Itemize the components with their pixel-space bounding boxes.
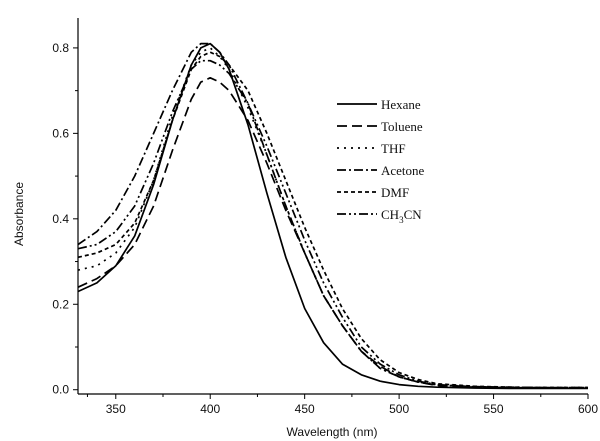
legend-label-thf: THF [381,141,406,156]
x-axis-label: Wavelength (nm) [287,425,378,439]
legend-label-ch3cn: CH3CN [381,207,422,225]
x-tick-label: 500 [389,402,409,416]
x-tick-label: 350 [106,402,126,416]
legend-label-hexane: Hexane [381,97,421,112]
y-tick-label: 0.4 [52,212,69,226]
x-tick-label: 550 [484,402,504,416]
y-tick-label: 0.2 [52,297,69,311]
legend: Hexane Toluene THF Acetone DMF CH3CN [337,97,425,225]
plot-lines [78,42,588,390]
y-axis-label: Absorbance [12,182,26,246]
legend-label-acetone: Acetone [381,163,425,178]
y-tick-label: 0.6 [52,126,69,140]
x-tick-label: 400 [200,402,220,416]
series-line-toluene [78,76,588,389]
y-tick-label: 0.8 [52,41,69,55]
series-line-thf [78,47,588,389]
series-line-hexane [78,42,588,390]
series-line-acetone [78,42,588,389]
series-line-ch3cn [78,59,588,389]
x-tick-label: 450 [295,402,315,416]
legend-label-dmf: DMF [381,185,409,200]
y-tick-label: 0.0 [52,383,69,397]
legend-label-toluene: Toluene [381,119,423,134]
series-line-dmf [78,51,588,389]
x-tick-label: 600 [578,402,598,416]
axes: 350 400 450 500 550 600 0.0 0.2 0.4 0.6 0.8 [52,18,598,416]
